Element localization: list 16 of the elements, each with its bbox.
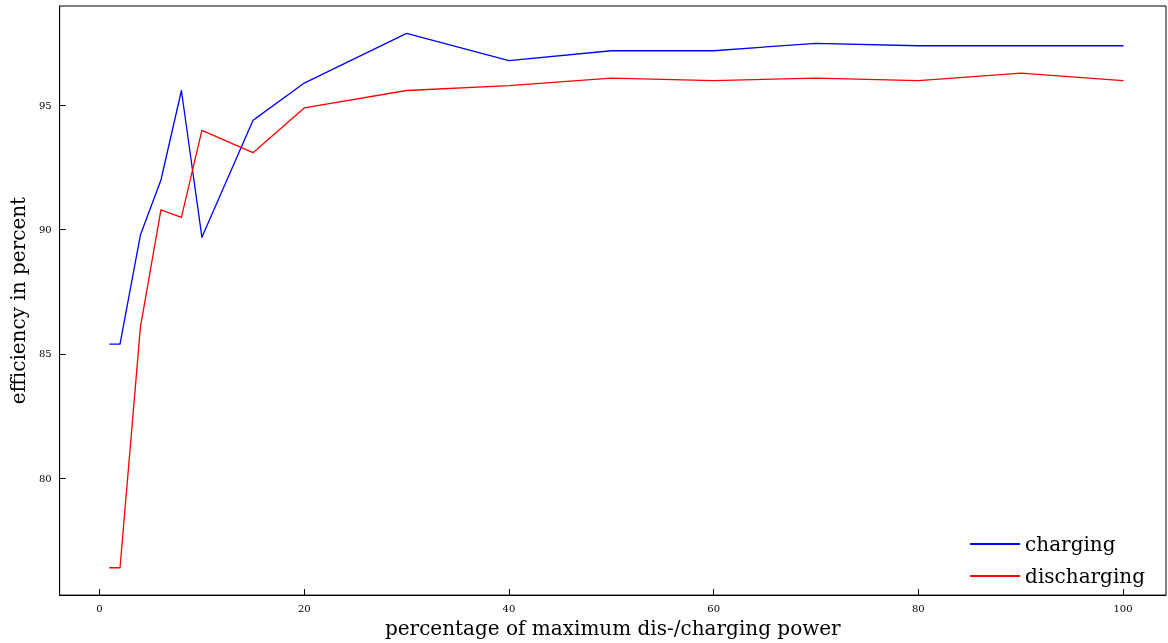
line-series [109, 72, 1124, 569]
x-tick-label: 80 [911, 602, 925, 614]
x-tick-label: 20 [297, 602, 311, 614]
y-tick-label: 85 [38, 348, 52, 360]
x-tick-label: 40 [502, 602, 516, 614]
legend-label: charging [1025, 532, 1116, 556]
y-tick-label: 90 [38, 224, 52, 236]
x-tick-label: 60 [707, 602, 720, 614]
x-tick-label: 0 [96, 602, 103, 614]
x-tick-label: 100 [1113, 602, 1133, 614]
x-axis-title: percentage of maximum dis-/charging power [384, 616, 842, 640]
y-tick-label: 95 [38, 99, 52, 111]
y-tick-label: 80 [38, 472, 52, 484]
y-axis-title: efficiency in percent [6, 196, 30, 405]
line-series [109, 32, 1124, 345]
legend-label: discharging [1025, 564, 1146, 588]
